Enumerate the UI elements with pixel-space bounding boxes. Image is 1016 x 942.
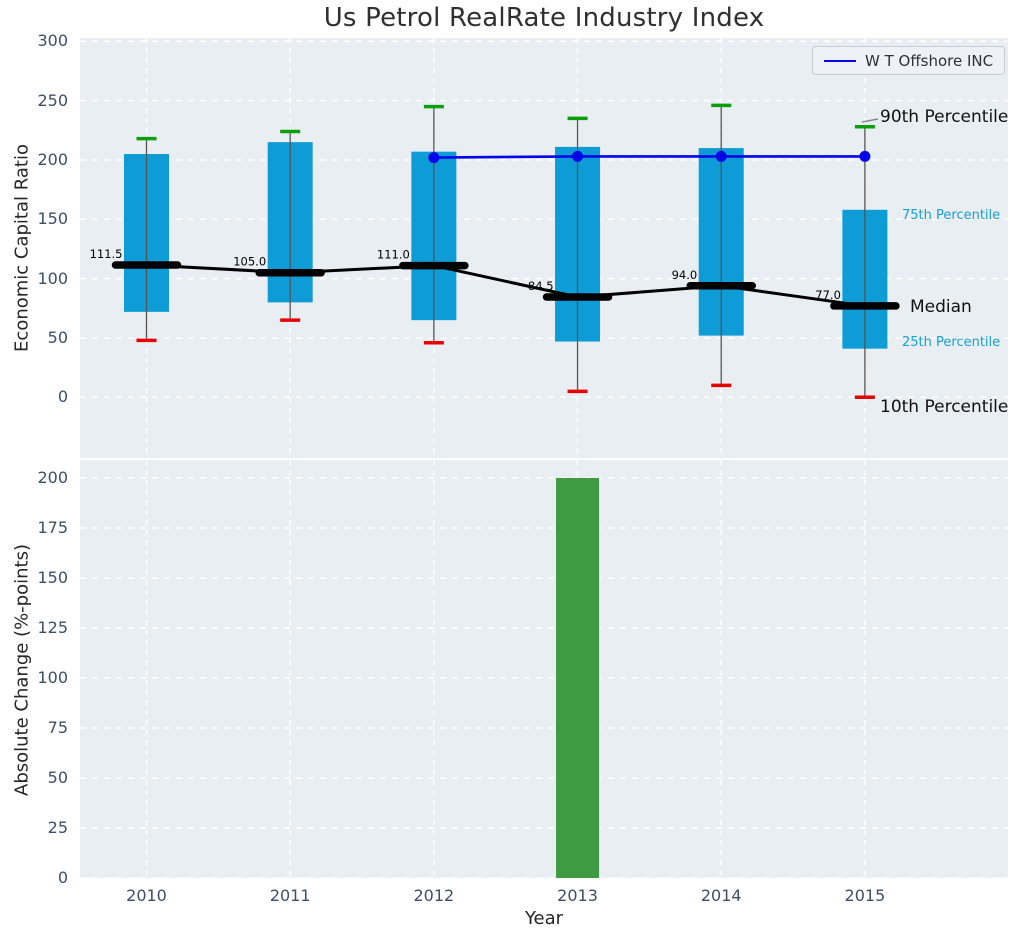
top-plot-area: 111.5 105.0 111.0 84.5 94.0 77.0 xyxy=(80,38,1008,458)
y-tick-label-bottom: 150 xyxy=(37,568,68,587)
x-tick-label: 2014 xyxy=(700,886,742,905)
absolute-change-bar-chart xyxy=(80,460,1008,878)
y-tick-label-bottom: 0 xyxy=(57,868,68,887)
median-value-annotation: 77.0 xyxy=(815,288,841,302)
company-series-marker xyxy=(715,150,727,162)
legend-line-sample xyxy=(824,59,856,62)
y-tick-label-top: 50 xyxy=(47,327,68,347)
y-tick-label-top: 150 xyxy=(37,209,68,229)
company-series-line xyxy=(433,155,865,159)
y-axis-label-top: Economic Capital Ratio xyxy=(11,144,33,352)
x-tick-label: 2013 xyxy=(557,886,598,905)
median-value-annotation: 94.0 xyxy=(672,268,698,282)
median-value-annotation: 111.0 xyxy=(377,248,410,262)
p90-leader-line xyxy=(861,118,879,123)
company-series-marker xyxy=(428,152,440,164)
y-tick-label-top: 250 xyxy=(37,90,68,110)
x-axis-label: Year xyxy=(524,908,564,929)
company-series-marker xyxy=(859,150,871,162)
y-tick-label-top: 0 xyxy=(57,387,68,407)
p10-percentile-label: 10th Percentile xyxy=(880,397,1009,417)
y-tick-label-bottom: 200 xyxy=(37,468,68,487)
x-tick-label: 2010 xyxy=(126,886,167,905)
median-value-annotation: 84.5 xyxy=(528,279,554,293)
y-tick-label-bottom: 125 xyxy=(37,618,68,637)
median-value-annotation: 111.5 xyxy=(90,247,123,261)
y-tick-label-bottom: 100 xyxy=(37,668,68,687)
legend-series-label: W T Offshore INC xyxy=(865,51,994,70)
chart-title: Us Petrol RealRate Industry Index xyxy=(323,3,765,33)
p25-percentile-label: 25th Percentile xyxy=(902,335,1001,350)
x-tick-label: 2012 xyxy=(413,886,455,905)
median-side-label: Median xyxy=(910,297,972,317)
company-series-marker xyxy=(572,150,584,162)
x-tick-label: 2011 xyxy=(269,886,311,905)
p90-percentile-label: 90th Percentile xyxy=(880,107,1009,127)
median-value-annotation: 105.0 xyxy=(233,255,266,269)
y-tick-label-top: 100 xyxy=(37,268,68,288)
x-tick-label: 2015 xyxy=(844,886,886,905)
box-percentile-chart: 111.5 105.0 111.0 84.5 94.0 77.0 xyxy=(80,38,1008,458)
y-tick-label-top: 300 xyxy=(37,31,68,51)
y-tick-label-bottom: 75 xyxy=(47,718,68,737)
median-connector-line xyxy=(146,263,866,308)
legend: W T Offshore INC xyxy=(812,46,1006,75)
y-tick-label-top: 200 xyxy=(37,149,68,169)
change-bar xyxy=(556,478,600,878)
y-tick-label-bottom: 175 xyxy=(37,518,68,537)
bottom-plot-area xyxy=(80,460,1008,878)
y-tick-label-bottom: 50 xyxy=(47,768,68,787)
y-tick-label-bottom: 25 xyxy=(47,818,68,837)
p75-percentile-label: 75th Percentile xyxy=(902,208,1001,223)
